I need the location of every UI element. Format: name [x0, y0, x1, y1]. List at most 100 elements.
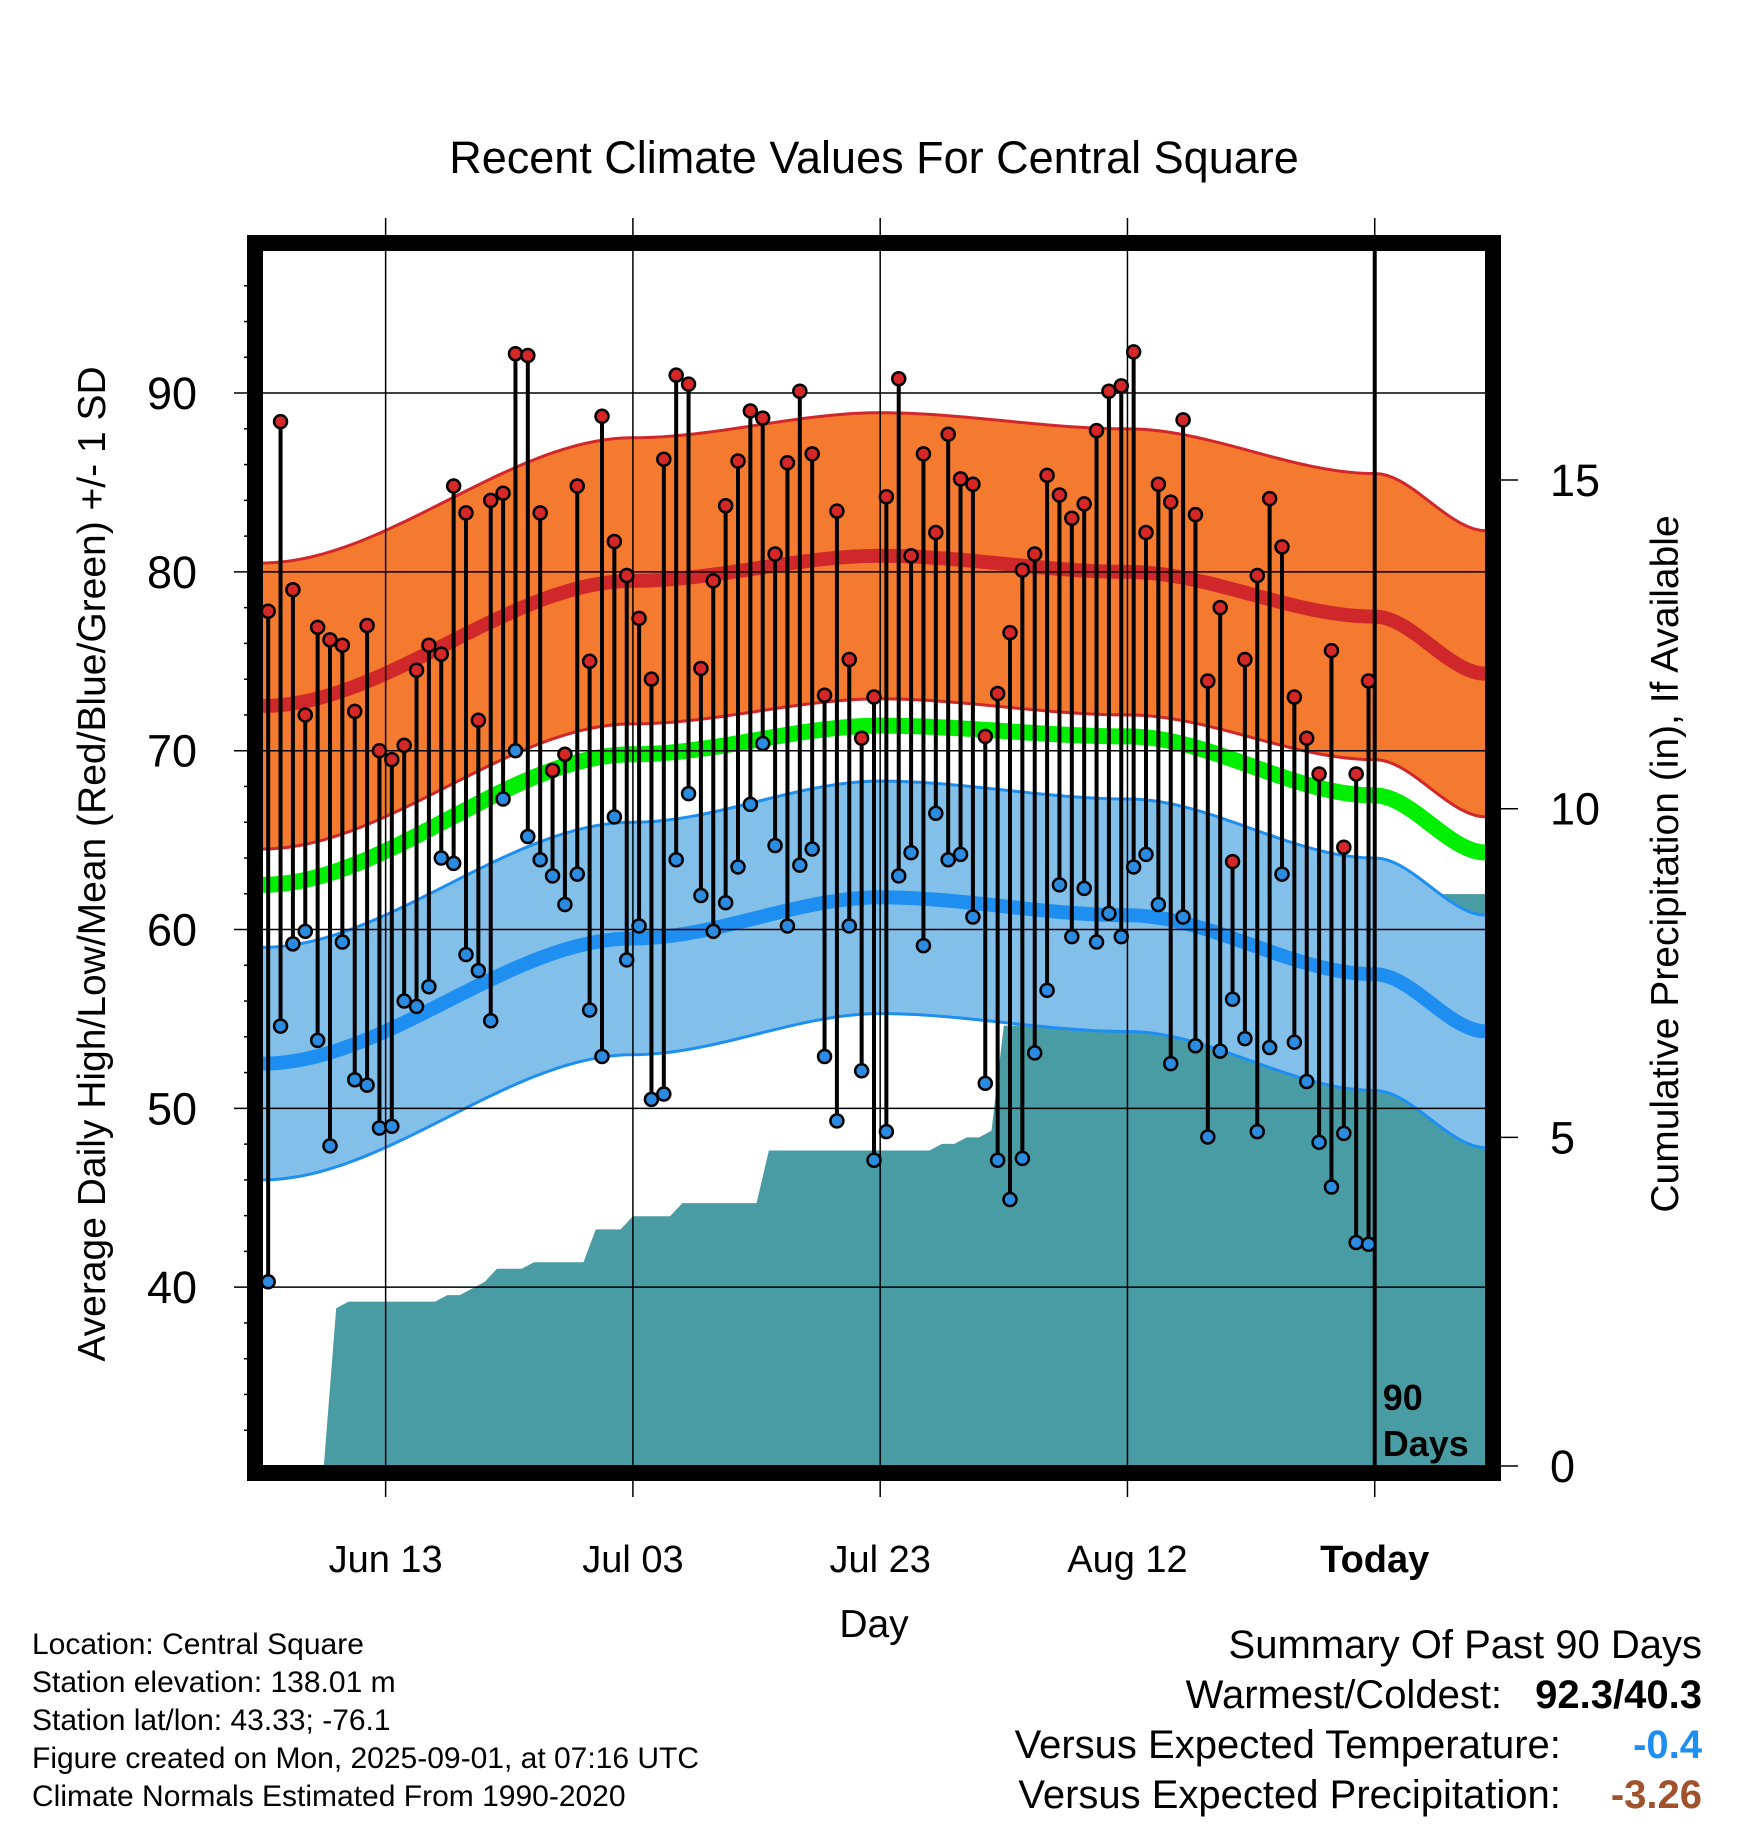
daily-low-point [742, 796, 759, 813]
daily-low-point [1064, 928, 1080, 945]
precip-label: Versus Expected Precipitation: [1018, 1773, 1561, 1817]
daily-high-point [581, 653, 598, 670]
daily-low-point [408, 998, 425, 1015]
daily-low-point [1026, 1045, 1043, 1061]
daily-low-point [495, 791, 511, 807]
daily-high-point [272, 413, 289, 430]
daily-low-point [680, 785, 697, 802]
daily-high-point [816, 687, 833, 704]
daily-high-point [705, 573, 722, 589]
daily-high-point [1064, 510, 1080, 526]
daily-low-point [668, 852, 684, 868]
plot-area: 90 Days 40 50 60 70 80 90 0 5 10 15 Jun 13 Jul 03 Jul … [147, 218, 1600, 1581]
daily-low-point [309, 1032, 326, 1049]
normal-high-band-upper-edge [261, 411, 1487, 565]
daily-high-point [1014, 562, 1031, 578]
daily-high-point [1212, 599, 1228, 616]
daily-low-point [1298, 1073, 1315, 1090]
daily-low-point [1311, 1134, 1327, 1151]
daily-low-point [1138, 846, 1154, 863]
daily-high-point [1138, 524, 1154, 541]
x-tick-label: Jul 23 [829, 1539, 930, 1581]
normals-text: Climate Normals Estimated From 1990-2020 [32, 1780, 626, 1813]
daily-low-point [928, 805, 944, 822]
daily-high-point [779, 455, 796, 471]
daily-high-point [408, 662, 425, 678]
x-axis-label: Day [839, 1603, 909, 1646]
warm-cold-value: 92.3/40.3 [1535, 1673, 1702, 1717]
daily-high-point [1039, 467, 1055, 484]
temp-row: Versus Expected Temperature: -0.4 [1015, 1720, 1702, 1770]
daily-low-point [1175, 909, 1191, 925]
x-tick-label: Jun 13 [329, 1539, 443, 1581]
daily-high-point [1076, 496, 1092, 512]
daily-low-point [569, 866, 586, 882]
daily-low-point [594, 1048, 610, 1065]
daily-low-point [260, 1274, 276, 1290]
daily-high-point [1175, 412, 1191, 428]
daily-low-point [1162, 1055, 1179, 1072]
daily-high-point [1051, 487, 1068, 503]
latlon-text: Station lat/lon: 43.33; -76.1 [32, 1704, 391, 1737]
daily-low-point [1200, 1129, 1216, 1145]
daily-low-point [618, 952, 635, 968]
daily-high-point [1348, 766, 1364, 782]
daily-high-point [433, 646, 450, 662]
daily-low-point [940, 852, 956, 868]
daily-low-point [643, 1091, 660, 1108]
daily-low-point [1274, 866, 1290, 882]
daily-low-point [445, 855, 462, 872]
daily-high-point [977, 728, 994, 745]
daily-low-point [285, 936, 301, 952]
daily-low-point [1249, 1123, 1266, 1140]
station-info: Location: Central Square Station elevati… [32, 1626, 699, 1816]
daily-high-point [495, 485, 511, 501]
normal-high-band [262, 412, 1486, 850]
daily-high-point [853, 730, 870, 746]
daily-high-point [829, 503, 845, 519]
daily-low-point [730, 859, 746, 875]
daily-low-point [1360, 1236, 1377, 1253]
daily-high-point [421, 637, 437, 653]
daily-high-point [1162, 494, 1179, 510]
daily-high-point [792, 383, 808, 400]
elevation-text: Station elevation: 138.01 m [32, 1666, 396, 1699]
daily-low-point [433, 850, 450, 866]
daily-high-point [668, 367, 684, 383]
daily-low-point [853, 1063, 870, 1079]
daily-low-point [396, 993, 412, 1009]
daily-high-point [532, 505, 548, 521]
y2-axis-label: Cumulative Precipitation (in), If Availa… [1644, 515, 1687, 1212]
daily-low-point [359, 1077, 375, 1093]
daily-low-point [705, 923, 722, 940]
summary-title: Summary Of Past 90 Days [1228, 1623, 1702, 1667]
daily-high-point [1336, 839, 1352, 856]
precip-value: -3.26 [1610, 1773, 1702, 1817]
daily-high-point [965, 476, 981, 493]
daily-low-point [507, 742, 524, 759]
daily-low-point [631, 918, 647, 934]
daily-high-point [643, 671, 660, 687]
daily-high-point [989, 685, 1006, 702]
daily-high-point [878, 489, 895, 505]
daily-low-point [767, 837, 783, 854]
daily-high-point [482, 492, 499, 509]
daily-high-point [309, 619, 326, 636]
temp-value: -0.4 [1633, 1723, 1702, 1767]
daily-low-point [779, 918, 796, 934]
daily-low-point [1187, 1038, 1204, 1054]
daily-low-point [1336, 1125, 1352, 1142]
daily-high-point [940, 426, 956, 442]
daily-low-point [878, 1123, 895, 1140]
daily-low-point [346, 1071, 363, 1088]
daily-low-point [1039, 982, 1055, 999]
daily-high-point [285, 582, 301, 598]
daily-low-point [334, 934, 351, 950]
daily-low-point [656, 1086, 672, 1102]
daily-high-point [569, 478, 586, 494]
daily-low-point [532, 852, 548, 868]
daily-low-point [557, 896, 573, 913]
daily-low-point [297, 923, 314, 940]
daily-high-point [804, 446, 820, 462]
daily-low-point [1348, 1234, 1364, 1251]
